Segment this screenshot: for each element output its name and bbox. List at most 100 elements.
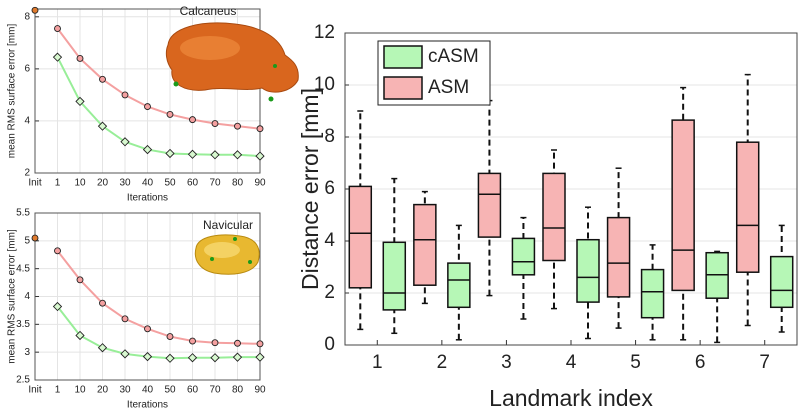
point xyxy=(76,276,84,284)
point xyxy=(234,122,241,130)
point xyxy=(144,325,151,333)
series-line xyxy=(56,27,261,130)
y-tick-label: 8 xyxy=(24,11,30,22)
box xyxy=(413,203,437,286)
point xyxy=(99,75,106,83)
box xyxy=(348,185,373,289)
legend-label: cASM xyxy=(428,46,479,67)
x-tick-label: 80 xyxy=(232,178,244,189)
x-tick-label: 60 xyxy=(187,385,199,396)
point xyxy=(52,301,63,312)
point xyxy=(187,149,198,159)
y-tick-label: 6 xyxy=(324,178,335,199)
series-line xyxy=(56,305,260,360)
x-axis-label: Iterations xyxy=(127,400,168,411)
point xyxy=(142,351,153,362)
y-tick-label: 2 xyxy=(324,282,335,303)
x-tick-label: 40 xyxy=(142,385,154,396)
point xyxy=(75,96,85,107)
y-axis-label: mean RMS surface error [mm] xyxy=(7,24,18,159)
x-tick-label: 50 xyxy=(164,178,176,189)
y-tick-label: 5.5 xyxy=(16,208,30,219)
point xyxy=(255,151,265,161)
y-axis-label: Distance error [mm] xyxy=(297,88,323,290)
point xyxy=(255,352,265,362)
x-tick-label: 90 xyxy=(254,385,266,396)
x-tick-label: 20 xyxy=(97,385,109,396)
x-tick-label: 5 xyxy=(630,352,641,373)
x-tick-label: 4 xyxy=(566,352,577,373)
y-tick-label: 12 xyxy=(314,22,335,43)
point xyxy=(211,120,219,127)
box xyxy=(671,119,695,292)
point xyxy=(210,150,220,160)
x-tick-label: 40 xyxy=(142,178,154,189)
point xyxy=(232,352,243,362)
point xyxy=(189,337,196,345)
y-tick-label: 2 xyxy=(24,168,30,179)
y-tick-label: 5 xyxy=(24,235,30,246)
point xyxy=(120,137,130,147)
point xyxy=(166,110,174,118)
point xyxy=(166,333,174,341)
x-tick-label: 70 xyxy=(209,178,221,189)
box xyxy=(447,262,471,309)
navicular-render xyxy=(194,234,260,275)
x-axis-label: Iterations xyxy=(127,193,168,204)
point xyxy=(54,247,61,255)
point xyxy=(120,349,130,359)
box xyxy=(606,216,631,298)
x-tick-label: 20 xyxy=(97,178,109,189)
y-tick-label: 6 xyxy=(24,64,30,75)
box xyxy=(382,241,407,311)
series-line xyxy=(56,250,261,345)
box xyxy=(542,172,566,262)
y-tick-label: 10 xyxy=(314,74,335,95)
point xyxy=(121,91,129,99)
point xyxy=(31,6,39,14)
point xyxy=(75,330,85,341)
point xyxy=(76,55,84,62)
y-tick-label: 4 xyxy=(324,230,335,251)
x-axis-label: Landmark index xyxy=(489,385,653,411)
point xyxy=(234,339,241,347)
point xyxy=(210,353,220,363)
y-tick-label: 4 xyxy=(24,116,30,127)
legend-swatch xyxy=(383,76,423,100)
point xyxy=(256,340,264,348)
legend-swatch xyxy=(383,45,423,69)
series-line xyxy=(56,56,261,158)
x-tick-label: 1 xyxy=(372,352,383,373)
x-tick-label: 2 xyxy=(437,352,448,373)
x-tick-label: 90 xyxy=(254,178,266,189)
annotation: Calcaneus xyxy=(180,4,237,18)
box xyxy=(735,141,760,273)
box xyxy=(511,237,536,276)
box xyxy=(576,238,600,303)
point xyxy=(211,339,219,347)
point xyxy=(187,353,198,363)
point xyxy=(31,234,39,242)
y-tick-label: 3 xyxy=(24,347,30,358)
x-tick-label: 50 xyxy=(164,385,176,396)
point xyxy=(54,25,61,32)
y-tick-label: 8 xyxy=(324,126,335,147)
calcaneus-render xyxy=(165,22,299,102)
axes-frame xyxy=(344,32,798,346)
point xyxy=(189,116,196,124)
legend-label: ASM xyxy=(428,77,469,98)
y-tick-label: 4 xyxy=(24,291,30,302)
x-tick-label: 10 xyxy=(74,385,86,396)
point xyxy=(52,52,63,62)
point xyxy=(165,353,175,363)
point xyxy=(99,299,106,307)
x-tick-label: 7 xyxy=(759,352,770,373)
x-tick-label: 70 xyxy=(209,385,221,396)
axes-frame xyxy=(34,212,261,381)
point xyxy=(232,150,243,160)
x-tick-label: Init xyxy=(28,178,42,189)
y-tick-label: 3.5 xyxy=(16,319,30,330)
point xyxy=(142,144,153,155)
y-tick-label: 4.5 xyxy=(16,263,30,274)
